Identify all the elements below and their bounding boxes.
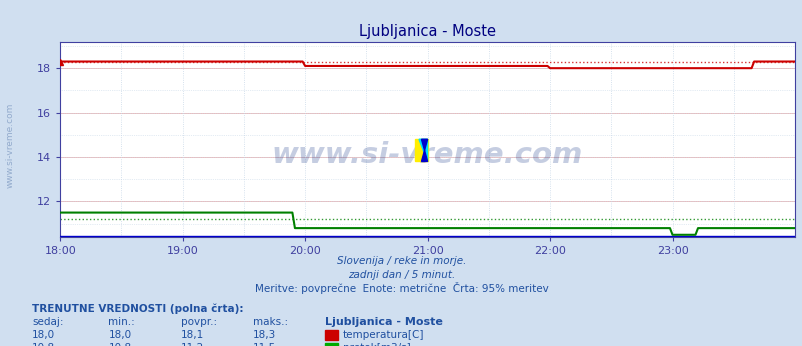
Text: povpr.:: povpr.:	[180, 317, 217, 327]
Text: 10,8: 10,8	[108, 343, 132, 346]
Text: 18,0: 18,0	[108, 330, 132, 340]
Text: 10,8: 10,8	[32, 343, 55, 346]
Text: Slovenija / reke in morje.: Slovenija / reke in morje.	[336, 256, 466, 266]
Text: 11,2: 11,2	[180, 343, 204, 346]
Title: Ljubljanica - Moste: Ljubljanica - Moste	[358, 24, 496, 39]
Text: 18,3: 18,3	[253, 330, 276, 340]
Polygon shape	[419, 139, 427, 162]
Text: temperatura[C]: temperatura[C]	[342, 330, 423, 340]
Text: Ljubljanica - Moste: Ljubljanica - Moste	[325, 317, 443, 327]
Polygon shape	[421, 139, 427, 162]
Bar	[415, 139, 427, 162]
Text: min.:: min.:	[108, 317, 135, 327]
Text: pretok[m3/s]: pretok[m3/s]	[342, 343, 410, 346]
Text: sedaj:: sedaj:	[32, 317, 63, 327]
Text: 18,0: 18,0	[32, 330, 55, 340]
Text: www.si-vreme.com: www.si-vreme.com	[272, 141, 582, 169]
Text: zadnji dan / 5 minut.: zadnji dan / 5 minut.	[347, 270, 455, 280]
Text: www.si-vreme.com: www.si-vreme.com	[6, 103, 15, 188]
Text: TRENUTNE VREDNOSTI (polna črta):: TRENUTNE VREDNOSTI (polna črta):	[32, 303, 243, 314]
Text: 11,5: 11,5	[253, 343, 276, 346]
Text: Meritve: povprečne  Enote: metrične  Črta: 95% meritev: Meritve: povprečne Enote: metrične Črta:…	[254, 282, 548, 294]
Text: maks.:: maks.:	[253, 317, 288, 327]
Text: 18,1: 18,1	[180, 330, 204, 340]
